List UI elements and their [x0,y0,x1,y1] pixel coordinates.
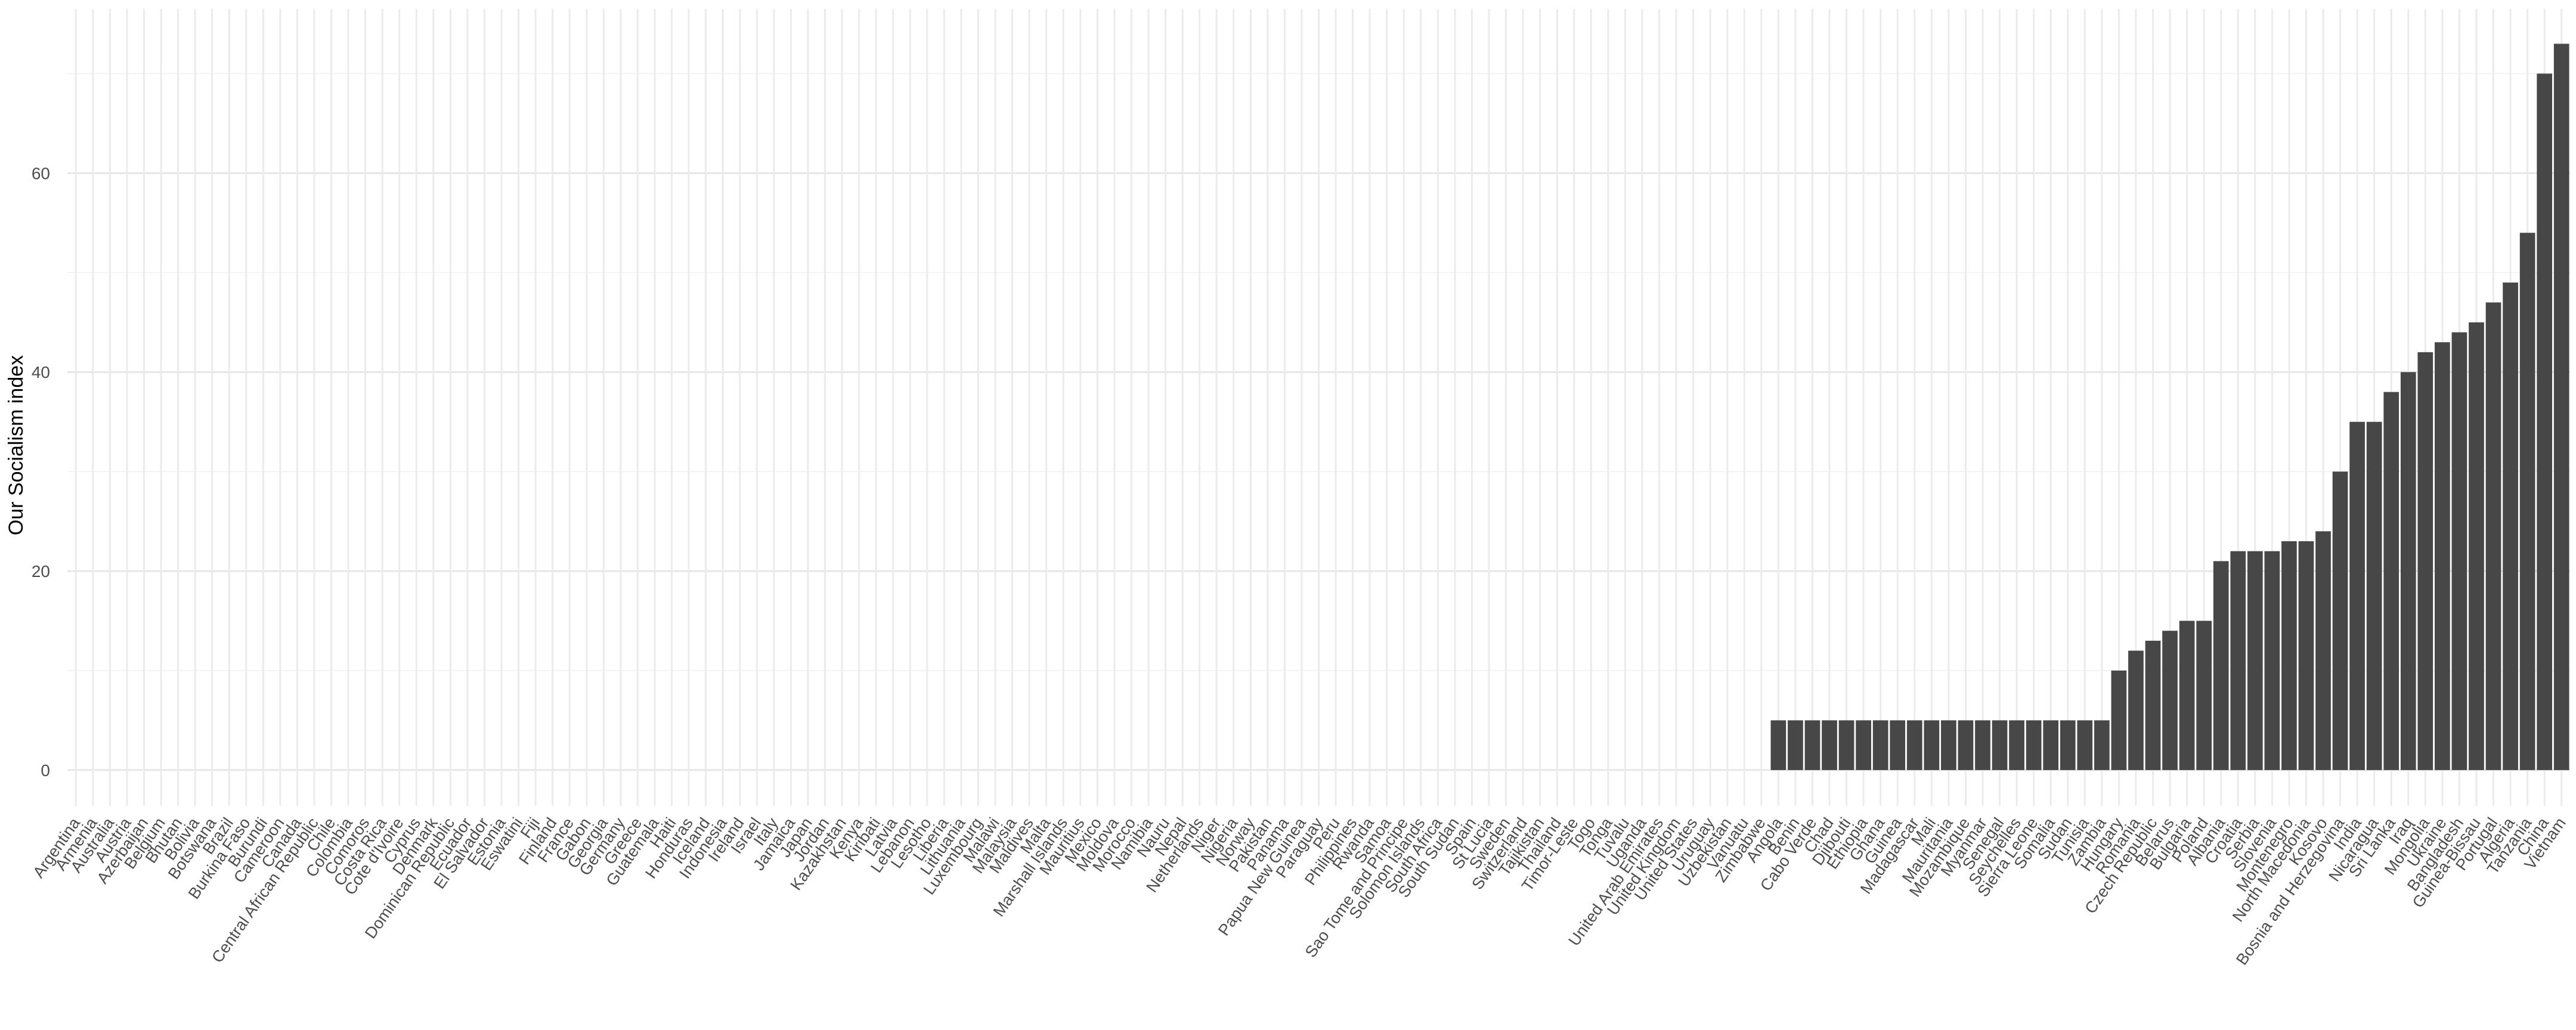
bar [2281,541,2297,770]
bar [2077,720,2093,770]
bar [2469,322,2484,770]
bar [2043,720,2059,770]
bar [2417,352,2433,770]
y-tick-label: 20 [32,562,50,581]
bar [2111,670,2127,770]
bar [2503,283,2518,770]
bar [1975,720,1990,770]
bar [1770,720,1787,770]
bar [2485,302,2501,770]
bar [1822,720,1837,770]
bar [2537,73,2553,770]
bar [1992,720,2008,770]
bar [1890,720,1906,770]
bar [2213,561,2229,770]
bar [2332,471,2348,770]
y-tick-label: 40 [32,363,50,381]
bar [2009,720,2024,770]
y-tick-label: 0 [41,761,50,780]
bar [2451,332,2467,770]
bars [1770,44,2569,770]
bar [2060,720,2076,770]
bar [1856,720,1871,770]
bar [2553,44,2569,770]
bar [2383,392,2399,770]
bar [1804,720,1820,770]
y-axis-title: Our Socialism index [5,355,27,535]
bar [2026,720,2042,770]
bar [2298,541,2314,770]
bar [2349,421,2365,770]
bar [2366,421,2382,770]
y-tick-label: 60 [32,164,50,182]
bar [1872,720,1888,770]
bar [2264,551,2280,770]
x-axis-ticks: ArgentinaArmeniaAustraliaAustriaAzerbaij… [29,814,2569,968]
bar [2435,342,2450,770]
bar [1958,720,1974,770]
bar [1941,720,1956,770]
bar [1906,720,1922,770]
bar [2400,372,2416,770]
bar [2145,640,2161,770]
bar [2519,232,2535,770]
bar [2196,621,2212,770]
bar [2179,621,2195,770]
bar [1788,720,1803,770]
bar [1838,720,1854,770]
bar [2162,631,2178,770]
y-axis-ticks: 0 20 40 60 [32,164,50,779]
bar [2247,551,2263,770]
bar [1924,720,1940,770]
bar [2128,650,2144,770]
bar [2315,531,2331,770]
bar [2094,720,2110,770]
bar [2230,551,2246,770]
